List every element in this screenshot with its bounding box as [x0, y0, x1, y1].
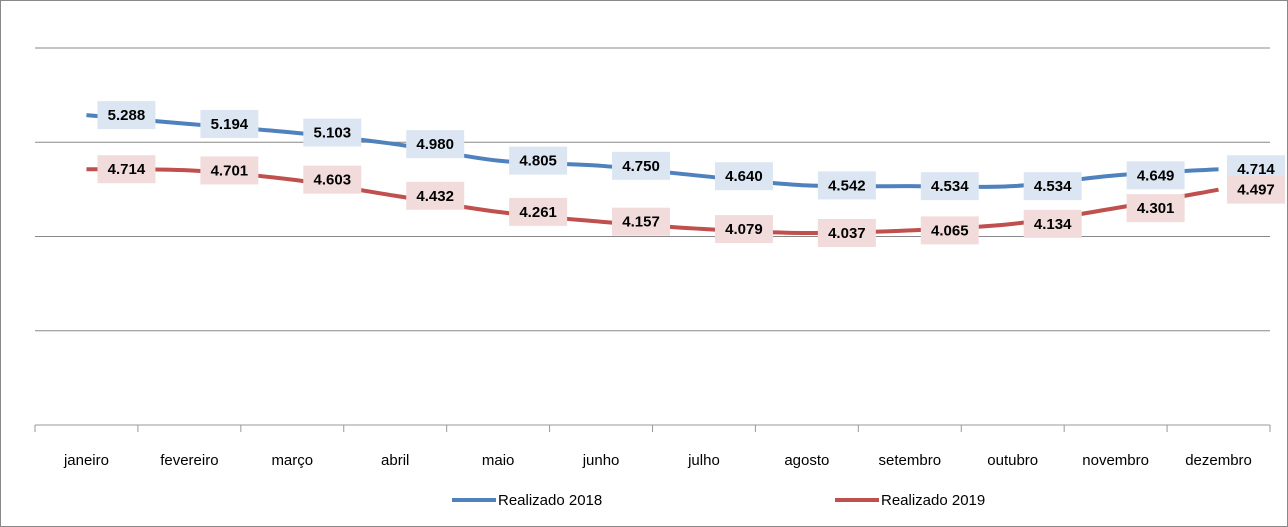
data-label-bg [406, 130, 465, 159]
data-label: 5.288 [108, 107, 146, 124]
x-tick-label: junho [582, 452, 620, 469]
data-label: 4.649 [1137, 167, 1175, 184]
data-label: 4.542 [828, 177, 866, 194]
data-label-bg [97, 155, 156, 184]
data-label-bg [97, 101, 156, 130]
data-label-bg [303, 118, 362, 147]
data-label: 4.750 [622, 158, 660, 175]
data-label: 4.714 [1237, 161, 1275, 178]
legend-label: Realizado 2018 [498, 492, 602, 509]
x-tick-label: novembro [1082, 452, 1149, 469]
data-label: 4.079 [725, 221, 763, 238]
x-tick-label: janeiro [63, 452, 109, 469]
data-label: 4.134 [1034, 216, 1072, 233]
data-label-bg [1227, 175, 1285, 204]
x-tick-label: setembro [879, 452, 942, 469]
data-label-bg [1126, 194, 1185, 223]
data-label-bg [200, 156, 259, 185]
data-label-bg [817, 171, 876, 200]
data-label: 4.534 [1034, 178, 1072, 195]
data-label-bg [920, 216, 979, 245]
data-label-bg [817, 219, 876, 248]
x-tick-label: março [271, 452, 313, 469]
data-label-bg [1023, 209, 1082, 238]
data-label: 4.432 [416, 188, 454, 205]
data-label: 4.603 [314, 172, 352, 189]
legend-label: Realizado 2019 [881, 492, 985, 509]
data-label: 4.534 [931, 178, 969, 195]
data-label-bg [200, 109, 259, 138]
data-label-bg [1126, 161, 1185, 190]
data-label-bg [920, 172, 979, 201]
data-label: 4.065 [931, 222, 969, 239]
data-label-bg [714, 162, 773, 191]
data-label: 4.714 [108, 161, 146, 178]
x-tick-label: maio [482, 452, 515, 469]
x-tick-label: agosto [784, 452, 829, 469]
data-label-bg [714, 215, 773, 244]
data-label: 4.037 [828, 225, 866, 242]
x-tick-label: julho [687, 452, 720, 469]
data-label-bg [406, 181, 465, 210]
data-label-bg [612, 151, 671, 180]
x-tick-label: dezembro [1185, 452, 1252, 469]
data-label: 4.261 [519, 204, 557, 221]
data-label-bg [612, 207, 671, 236]
data-label: 4.805 [519, 153, 557, 170]
data-label-bg [509, 197, 568, 226]
data-label: 4.701 [211, 162, 249, 179]
data-label: 5.194 [211, 116, 249, 133]
data-label-bg [303, 165, 362, 194]
data-label: 4.301 [1137, 200, 1175, 217]
data-label: 4.157 [622, 214, 660, 231]
data-label-bg [1023, 172, 1082, 201]
data-label: 4.980 [416, 136, 454, 153]
data-label: 4.497 [1237, 182, 1275, 199]
x-tick-label: abril [381, 452, 409, 469]
data-label: 4.640 [725, 168, 763, 185]
x-tick-label: fevereiro [160, 452, 218, 469]
data-label: 5.103 [314, 125, 352, 142]
x-tick-label: outubro [987, 452, 1038, 469]
data-label-bg [509, 146, 568, 175]
